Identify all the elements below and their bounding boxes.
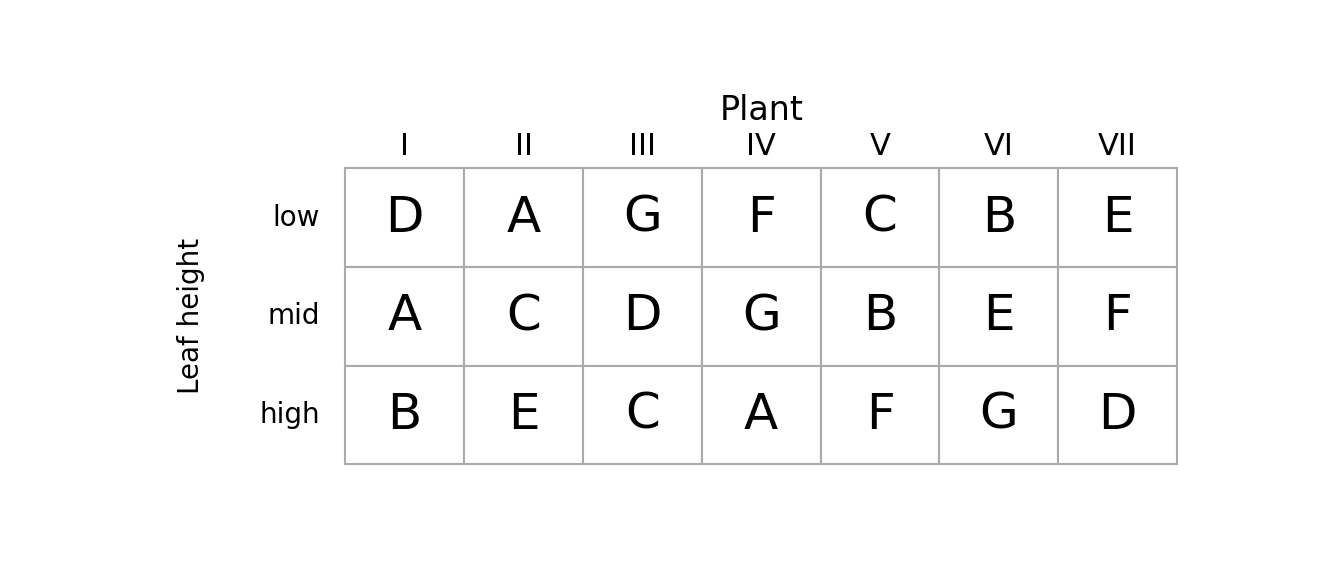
Text: A: A (506, 194, 541, 242)
Bar (939, 267, 1059, 365)
Bar (1059, 365, 1177, 464)
Text: D: D (1098, 391, 1137, 439)
Bar (1059, 267, 1177, 365)
Bar (583, 365, 702, 464)
Text: E: E (983, 292, 1015, 340)
Bar (464, 267, 583, 365)
Text: C: C (625, 391, 660, 439)
Text: III: III (629, 132, 656, 161)
Bar (346, 267, 464, 365)
Text: II: II (514, 132, 533, 161)
Bar (820, 365, 939, 464)
Text: I: I (400, 132, 409, 161)
Text: mid: mid (268, 302, 319, 331)
Text: B: B (863, 292, 897, 340)
Text: D: D (623, 292, 661, 340)
Bar (583, 267, 702, 365)
Bar (346, 365, 464, 464)
Bar (464, 168, 583, 267)
Bar (346, 168, 464, 267)
Bar (939, 168, 1059, 267)
Text: G: G (979, 391, 1018, 439)
Text: high: high (258, 401, 319, 429)
Bar (702, 267, 820, 365)
Text: E: E (507, 391, 539, 439)
Bar (702, 365, 820, 464)
Bar (939, 365, 1059, 464)
Text: low: low (272, 204, 319, 232)
Bar (820, 267, 939, 365)
Text: V: V (869, 132, 890, 161)
Bar (583, 168, 702, 267)
Bar (820, 168, 939, 267)
Text: G: G (623, 194, 661, 242)
Text: F: F (865, 391, 894, 439)
Bar (464, 365, 583, 464)
Text: C: C (506, 292, 541, 340)
Text: C: C (863, 194, 897, 242)
Text: Leaf height: Leaf height (178, 238, 205, 395)
Text: G: G (742, 292, 780, 340)
Bar (1059, 168, 1177, 267)
Text: VII: VII (1098, 132, 1137, 161)
Text: E: E (1102, 194, 1133, 242)
Text: B: B (982, 194, 1016, 242)
Text: IV: IV (746, 132, 776, 161)
Text: D: D (386, 194, 424, 242)
Text: A: A (388, 292, 421, 340)
Text: F: F (1104, 292, 1132, 340)
Text: VI: VI (984, 132, 1014, 161)
Text: F: F (747, 194, 775, 242)
Text: Plant: Plant (719, 94, 803, 127)
Text: B: B (388, 391, 421, 439)
Text: A: A (745, 391, 778, 439)
Bar (702, 168, 820, 267)
